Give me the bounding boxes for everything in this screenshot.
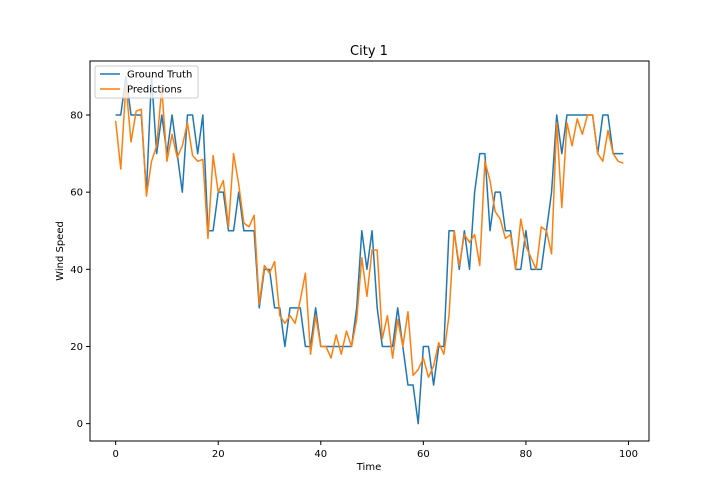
legend: Ground Truth Predictions: [94, 65, 199, 99]
x-tick-label: 0: [112, 449, 118, 460]
x-axis-label: Time: [356, 462, 381, 473]
chart-title: City 1: [350, 44, 388, 59]
y-tick-label: 60: [70, 188, 83, 199]
x-tick-label: 20: [212, 449, 225, 460]
y-tick-label: 40: [70, 265, 83, 276]
legend-box: [94, 65, 199, 99]
x-tick-label: 100: [619, 449, 638, 460]
x-tick-label: 80: [520, 449, 533, 460]
x-tick-label: 60: [417, 449, 430, 460]
legend-label: Predictions: [127, 85, 182, 96]
legend-label: Ground Truth: [127, 70, 192, 81]
series-line-ground-truth: [115, 75, 624, 425]
series-layer: [114, 75, 624, 425]
series-line-predictions: [114, 83, 624, 379]
y-axis-ticks: 0 20 40 60 80: [70, 111, 90, 430]
y-tick-label: 0: [77, 419, 83, 430]
y-tick-label: 80: [70, 111, 83, 122]
x-axis-ticks: 0 20 40 60 80 100: [112, 441, 638, 460]
y-axis-label: Wind Speed: [55, 221, 66, 281]
x-tick-label: 40: [314, 449, 327, 460]
plot-frame: [89, 60, 650, 442]
y-tick-label: 20: [70, 342, 83, 353]
